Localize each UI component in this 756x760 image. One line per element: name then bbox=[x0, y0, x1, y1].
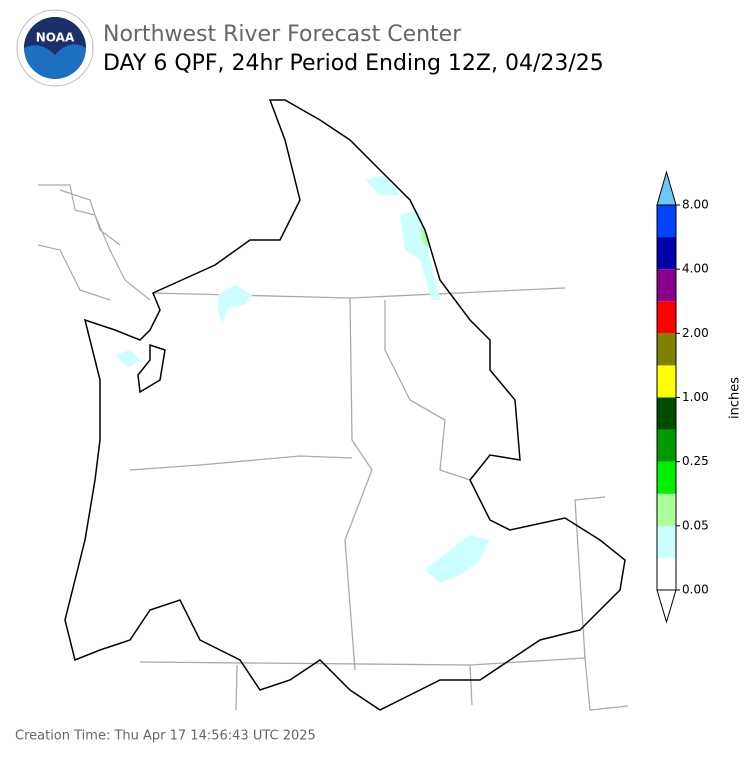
colorbar-segment bbox=[657, 525, 676, 558]
colorbar-segment bbox=[657, 461, 676, 494]
colorbar: 0.00 0.05 0.25 1.00 2.00 4.00 8.00 bbox=[656, 170, 709, 624]
colorbar-tick-label: 0.05 bbox=[682, 518, 709, 532]
colorbar-segment bbox=[657, 237, 676, 270]
colorbar-segment bbox=[657, 365, 676, 398]
colorbar-tick-label: 0.00 bbox=[682, 583, 709, 597]
colorbar-segment bbox=[657, 493, 676, 526]
colorbar-segment bbox=[657, 301, 676, 334]
colorbar-tick-label: 2.00 bbox=[682, 326, 709, 340]
colorbar-segment bbox=[657, 269, 676, 302]
colorbar-segment bbox=[657, 333, 676, 366]
colorbar-tick-label: 0.25 bbox=[682, 454, 709, 468]
colorbar-segment bbox=[657, 205, 676, 238]
noaa-logo: NOAA bbox=[16, 9, 94, 87]
colorbar-segment bbox=[657, 557, 676, 590]
colorbar-tick-label: 8.00 bbox=[682, 198, 709, 212]
map bbox=[37, 99, 629, 711]
colorbar-over bbox=[656, 170, 677, 206]
logo-text: NOAA bbox=[36, 31, 75, 45]
colorbar-tick-label: 1.00 bbox=[682, 390, 709, 404]
colorbar-tick-label: 4.00 bbox=[682, 262, 709, 276]
creation-time: Creation Time: Thu Apr 17 14:56:43 UTC 2… bbox=[15, 729, 316, 744]
title: Northwest River Forecast Center bbox=[103, 22, 462, 47]
colorbar-under bbox=[656, 589, 677, 624]
colorbar-segment bbox=[657, 397, 676, 430]
subtitle: DAY 6 QPF, 24hr Period Ending 12Z, 04/23… bbox=[103, 51, 604, 76]
colorbar-label: inches bbox=[728, 377, 743, 419]
colorbar-segment bbox=[657, 429, 676, 462]
